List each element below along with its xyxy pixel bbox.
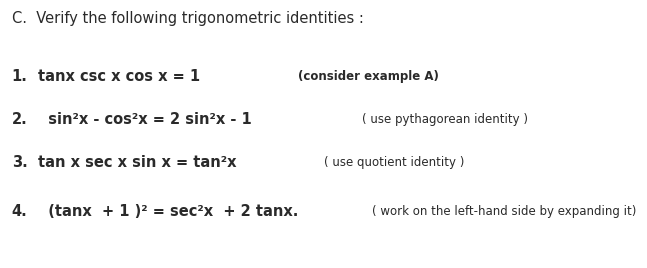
Text: tanx csc x cos x = 1: tanx csc x cos x = 1 (38, 69, 200, 84)
Text: tan x sec x sin x = tan²x: tan x sec x sin x = tan²x (38, 155, 236, 170)
Text: ( use pythagorean identity ): ( use pythagorean identity ) (362, 113, 529, 126)
Text: (consider example A): (consider example A) (298, 70, 439, 83)
Text: 2.: 2. (12, 112, 27, 127)
Text: 3.: 3. (12, 155, 27, 170)
Text: (tanx  + 1 )² = sec²x  + 2 tanx.: (tanx + 1 )² = sec²x + 2 tanx. (38, 204, 298, 219)
Text: 1.: 1. (12, 69, 28, 84)
Text: sin²x - cos²x = 2 sin²x - 1: sin²x - cos²x = 2 sin²x - 1 (38, 112, 251, 127)
Text: C.  Verify the following trigonometric identities :: C. Verify the following trigonometric id… (12, 11, 364, 26)
Text: ( work on the left-hand side by expanding it): ( work on the left-hand side by expandin… (372, 205, 637, 218)
Text: 4.: 4. (12, 204, 27, 219)
Text: ( use quotient identity ): ( use quotient identity ) (324, 156, 464, 169)
